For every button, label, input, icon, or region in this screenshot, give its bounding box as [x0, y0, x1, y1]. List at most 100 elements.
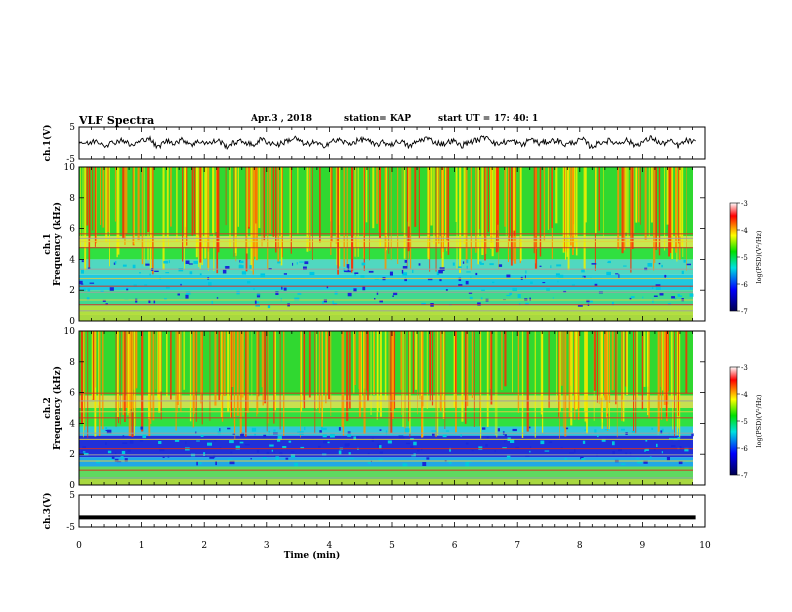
spectrogram-line: [79, 278, 693, 279]
spectrogram-streak: [671, 167, 673, 259]
spectrogram-streak: [433, 167, 434, 244]
spectrogram-streak: [337, 167, 339, 275]
spectrogram-line: [79, 477, 693, 478]
spectrogram-streak: [281, 167, 283, 265]
spectrogram-streak: [492, 167, 494, 256]
spectrogram-floor: [79, 479, 693, 485]
spectrogram-streak: [356, 167, 357, 258]
spectrogram-streak: [485, 167, 486, 254]
spectrogram-noise: [678, 295, 682, 297]
spectrogram-noise: [406, 443, 410, 444]
spectrogram-noise: [298, 293, 302, 295]
spectrogram-streak: [664, 331, 666, 405]
spectrogram-streak: [686, 167, 687, 271]
spectrogram-noise: [368, 462, 371, 464]
spectrogram-noise: [687, 264, 691, 266]
spectrogram-streak: [216, 167, 218, 273]
spectrogram-streak: [177, 331, 179, 405]
spectrogram-noise: [399, 437, 404, 438]
spectrogram-streak: [316, 331, 317, 409]
spectrogram-noise: [163, 457, 165, 458]
spectrogram-noise: [426, 457, 429, 459]
spectrogram-noise: [550, 265, 551, 268]
spectrogram-noise: [203, 452, 205, 456]
spectrogram-noise: [260, 273, 265, 277]
spectrogram-line: [79, 286, 693, 287]
spectrogram-noise: [346, 271, 351, 273]
spectrogram-noise: [392, 296, 394, 297]
spectrogram-noise: [227, 428, 230, 430]
spectrogram-streak: [480, 331, 481, 439]
spectrogram-streak: [391, 167, 392, 260]
spectrogram-streak: [364, 167, 365, 271]
y-tick-label: 10: [64, 163, 76, 173]
spectrogram-streak: [201, 167, 203, 265]
x-tick-label: 10: [699, 541, 711, 551]
spectrogram-noise: [229, 440, 234, 443]
spectrogram-streak: [585, 331, 587, 422]
spectrogram-noise: [675, 298, 676, 300]
spectrogram-streak: [428, 167, 430, 259]
spectrogram-noise: [607, 262, 611, 263]
spectrogram-noise: [558, 275, 563, 278]
spectrogram-streak: [100, 167, 101, 225]
spectrogram-noise: [461, 434, 462, 437]
spectrogram-noise: [339, 451, 342, 455]
spectrogram-streak: [405, 331, 406, 434]
spectrogram-streak: [366, 167, 368, 222]
spectrogram-streak: [263, 331, 264, 406]
spectrogram-streak: [672, 331, 673, 430]
spectrogram-streak: [300, 331, 301, 438]
spectrogram-noise: [403, 266, 408, 269]
spectrogram-noise: [122, 442, 127, 444]
spectrogram-noise: [417, 450, 420, 452]
spectrogram-streak: [394, 331, 395, 409]
spectrogram-noise: [123, 435, 125, 437]
spectrogram-streak: [291, 167, 292, 254]
spectrogram-streak: [84, 167, 86, 270]
spectrogram-streak: [617, 167, 619, 249]
spectrogram-noise: [165, 272, 169, 273]
spectrogram-noise: [208, 282, 212, 286]
spectrogram-noise: [207, 443, 212, 446]
spectrogram-streak: [202, 331, 203, 424]
spectrogram-noise: [583, 441, 585, 444]
spectrogram-noise: [630, 298, 632, 300]
spectrogram-noise: [81, 451, 83, 453]
spectrogram-streak: [609, 331, 610, 403]
spectrogram-streak: [242, 331, 244, 398]
spectrogram-streak: [256, 167, 257, 224]
spectrogram-streak: [372, 167, 374, 228]
spectrogram-noise: [240, 442, 244, 444]
spectrogram-noise: [595, 284, 598, 286]
spectrogram-noise: [133, 265, 136, 269]
spectrogram-noise: [422, 462, 426, 466]
ch1-waveform-line: [79, 136, 696, 149]
spectrogram-band: [79, 275, 693, 290]
spectrogram-noise: [542, 282, 545, 283]
spectrogram-streak: [427, 331, 428, 409]
spectrogram-floor: [79, 315, 693, 321]
spectrogram-noise: [553, 297, 554, 298]
spectrogram-noise: [81, 270, 84, 274]
spectrogram-streak: [674, 331, 675, 437]
spectrogram-streak: [264, 331, 266, 403]
spectrogram-streak: [662, 331, 663, 391]
x-tick-label: 4: [327, 541, 333, 551]
spectrogram-streak: [465, 331, 467, 424]
spectrogram-streak: [564, 331, 566, 436]
spectrogram-noise: [652, 299, 653, 303]
spectrogram-streak: [319, 167, 321, 242]
spectrogram-streak: [612, 331, 614, 390]
spectrogram-noise: [682, 271, 684, 274]
spectrogram-noise: [506, 295, 510, 296]
spectrogram-streak: [268, 331, 269, 424]
spectrogram-noise: [446, 289, 448, 291]
spectrogram-streak: [240, 331, 242, 437]
spectrogram-noise: [322, 301, 324, 304]
spectrogram-streak: [520, 167, 522, 261]
spectrogram-streak: [214, 331, 216, 406]
spectrogram-noise: [513, 429, 517, 431]
spectrogram-streak: [237, 331, 239, 416]
spectrogram-noise: [453, 263, 455, 266]
